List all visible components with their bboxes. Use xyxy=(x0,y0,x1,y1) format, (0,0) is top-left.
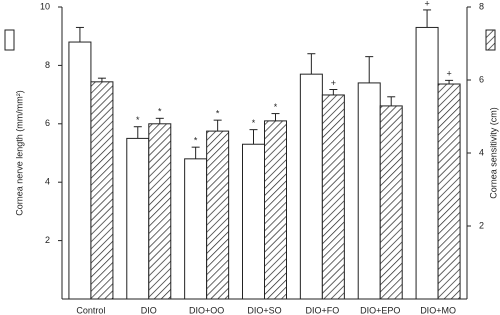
x-tick-label: DIO xyxy=(141,305,157,315)
annotation: + xyxy=(424,0,429,8)
y2-tick-label: 4 xyxy=(479,147,484,157)
y2-axis-label: Cornea sensitivity (cm) xyxy=(488,107,498,199)
bar xyxy=(299,73,323,300)
x-tick-label: DIO+OO xyxy=(189,305,224,315)
y-tick-label: 8 xyxy=(45,60,50,70)
annotation: * xyxy=(252,118,256,128)
bar xyxy=(321,94,345,300)
legend-swatch-hatch xyxy=(485,29,496,51)
bar xyxy=(415,26,439,300)
y-tick-label: 4 xyxy=(45,177,50,187)
bar xyxy=(126,137,150,300)
annotation: * xyxy=(274,102,278,112)
y-tick-label: 6 xyxy=(45,118,50,128)
bar xyxy=(148,123,172,300)
y2-tick-label: 6 xyxy=(479,74,484,84)
bar xyxy=(242,143,265,300)
y-tick-label: 10 xyxy=(40,1,50,11)
legend-swatch-plain xyxy=(4,29,15,51)
bar xyxy=(437,83,461,300)
bar xyxy=(206,130,230,300)
y-axis-label: Cornea nerve length (mm/mm²) xyxy=(14,90,24,216)
y-tick-label: 2 xyxy=(45,235,50,245)
x-tick-label: DIO+SO xyxy=(247,305,281,315)
x-tick-label: DIO+FO xyxy=(305,305,339,315)
bar xyxy=(90,81,114,300)
bar xyxy=(379,105,403,300)
annotation: * xyxy=(158,107,162,117)
x-tick-label: DIO+EPO xyxy=(360,305,400,315)
annotation: * xyxy=(194,136,198,146)
bar xyxy=(184,158,208,300)
annotation: * xyxy=(216,109,220,119)
y2-tick-label: 8 xyxy=(479,1,484,11)
bar xyxy=(68,41,92,300)
x-tick-label: Control xyxy=(76,305,105,315)
x-tick-label: DIO+MO xyxy=(420,305,456,315)
bar xyxy=(357,82,381,300)
annotation: + xyxy=(331,78,336,88)
y2-tick-label: 2 xyxy=(479,220,484,230)
annotation: * xyxy=(136,115,140,125)
bar xyxy=(264,120,287,300)
annotation: + xyxy=(446,69,451,79)
